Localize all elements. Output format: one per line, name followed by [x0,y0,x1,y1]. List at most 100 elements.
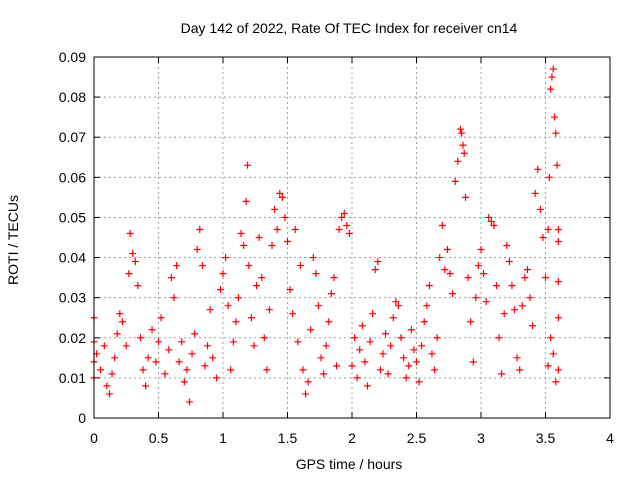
data-point [330,274,338,282]
data-point [242,197,250,205]
data-point [410,346,418,354]
data-point [116,310,124,318]
data-point [322,342,330,350]
data-point [369,310,377,318]
x-tick-label: 2.5 [407,430,427,446]
data-point [521,274,529,282]
data-point [343,221,351,229]
data-point [291,225,299,233]
data-point [477,246,485,254]
data-point [289,310,297,318]
y-tick-label: 0.02 [59,330,86,346]
data-point [529,322,537,330]
y-tick-label: 0.04 [59,250,86,266]
data-point [193,246,201,254]
data-point [170,294,178,302]
data-point [545,173,553,181]
data-point [139,366,147,374]
data-point [397,334,405,342]
data-point [553,161,561,169]
x-tick-label: 0.5 [149,430,169,446]
y-tick-label: 0 [78,410,86,426]
data-point [356,346,364,354]
y-tick-label: 0.08 [59,89,86,105]
data-point [144,354,152,362]
data-point [255,234,263,241]
x-tick-label: 0 [90,430,98,446]
data-point [338,213,346,221]
data-point [284,238,291,246]
x-tick-label: 1 [219,430,227,446]
data-point [155,338,162,346]
data-point [518,302,526,310]
data-point [374,258,382,266]
data-point [415,378,423,386]
y-tick-label: 0.03 [59,290,86,306]
data-point [96,366,104,374]
data-point [244,161,252,169]
data-point [505,258,513,266]
data-point [554,366,562,374]
data-point [464,274,472,282]
data-point [201,362,209,370]
data-point [307,326,315,334]
data-point [508,282,516,290]
data-point [394,302,402,310]
data-point [103,382,111,390]
data-point [178,338,186,346]
data-point [454,157,462,165]
data-point [513,354,521,362]
data-points [90,65,562,406]
data-point [433,334,441,342]
data-point [431,366,439,374]
data-point [376,366,384,374]
data-point [206,306,214,314]
data-point [167,274,175,282]
data-point [536,205,544,213]
data-point [314,302,322,310]
data-point [100,342,108,350]
data-point [299,366,307,374]
data-point [309,254,317,262]
data-point [320,370,328,378]
x-tick-label: 3 [477,430,485,446]
data-point [363,382,371,390]
data-point [183,366,191,374]
data-point [413,358,420,366]
data-point [268,242,276,250]
data-point [554,278,562,286]
data-point [459,141,467,149]
data-point [224,302,232,310]
data-point [250,342,258,350]
data-point [148,326,156,334]
data-point [361,358,369,366]
data-point [402,374,410,382]
data-point [240,242,248,250]
data-point [498,370,506,378]
data-point [523,266,531,274]
data-point [232,318,240,326]
data-point [511,306,519,314]
data-point [539,234,547,241]
data-point [304,378,312,386]
chart-title: Day 142 of 2022, Rate Of TEC Index for r… [181,20,518,36]
data-point [222,254,230,262]
data-point [554,314,562,322]
data-point [219,270,227,278]
data-point [405,362,413,370]
data-point [286,286,294,294]
data-point [351,334,359,342]
data-point [418,342,426,350]
data-point [428,350,436,358]
data-point [552,129,560,137]
data-point [438,221,446,229]
data-point [191,330,199,338]
data-point [554,238,562,246]
data-point [294,338,302,346]
data-point [460,149,468,157]
data-point [327,290,335,298]
ticks-layer: 0 0.01 0.02 0.03 0.04 0.05 0.06 0.07 0.08 0.09 0 0.… [59,49,614,446]
data-point [451,177,459,185]
data-point [443,246,451,254]
